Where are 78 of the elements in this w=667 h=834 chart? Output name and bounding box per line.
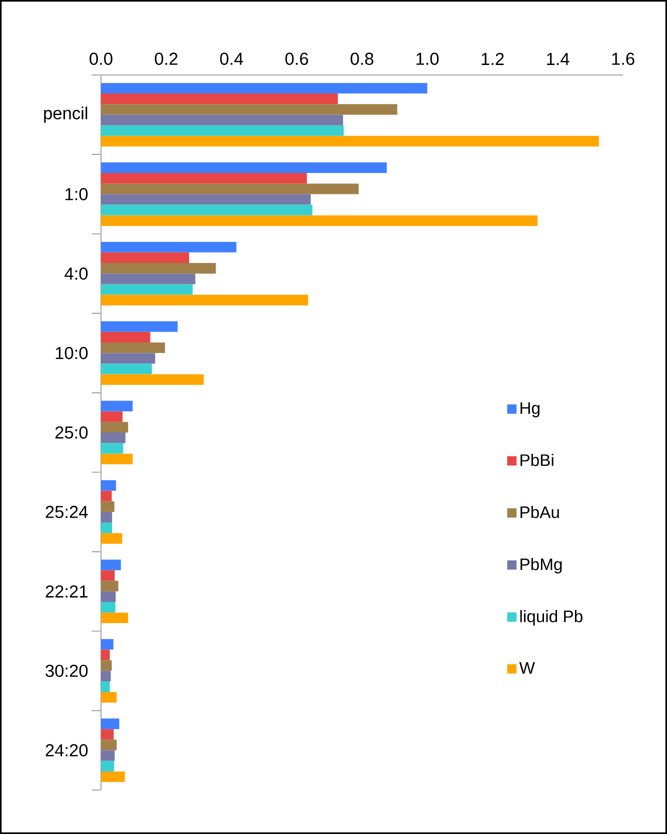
y-tick-label: 10:0 — [56, 346, 88, 360]
bar — [101, 353, 156, 364]
bar — [101, 639, 114, 650]
x-tick-label: 1.2 — [482, 52, 504, 65]
bar — [101, 194, 311, 205]
bar — [101, 364, 152, 374]
bar — [101, 522, 112, 534]
y-tick-label: 1:0 — [66, 188, 88, 200]
bar — [101, 512, 112, 523]
bar — [101, 172, 307, 184]
bar — [101, 432, 126, 444]
bar — [101, 501, 114, 512]
bar — [101, 162, 387, 173]
y-tick-label: 22:21 — [46, 585, 88, 598]
x-tick-label: 1.4 — [547, 53, 570, 65]
bar — [101, 342, 165, 354]
bar — [101, 692, 117, 703]
x-tick-label: 1.0 — [416, 52, 439, 65]
bar — [101, 104, 398, 115]
bar — [101, 443, 124, 454]
bar — [101, 184, 359, 194]
bar — [101, 454, 133, 464]
x-tick-label: 0.8 — [350, 52, 374, 65]
bar — [101, 374, 204, 385]
legend-label: PbMg — [520, 558, 562, 574]
bar — [101, 490, 112, 502]
legend-label: Hg — [520, 402, 540, 418]
bar — [101, 294, 308, 306]
y-tick-label: 24:20 — [46, 744, 88, 756]
bar — [101, 560, 121, 570]
x-tick-label: 0.6 — [285, 52, 308, 65]
bar — [101, 136, 599, 146]
bar — [101, 204, 312, 216]
y-tick-label: 4:0 — [64, 267, 88, 280]
bar — [101, 321, 178, 332]
bar — [101, 650, 110, 660]
y-tick-label: 30:20 — [46, 664, 88, 677]
bar — [101, 422, 128, 433]
bar — [101, 612, 128, 624]
legend-label: PbBi — [520, 454, 554, 466]
x-tick-label: 0.0 — [90, 52, 112, 65]
bar — [101, 570, 115, 581]
bar — [101, 125, 344, 136]
y-tick-label: 25:0 — [55, 426, 88, 439]
bar — [101, 263, 216, 274]
bar — [101, 284, 193, 295]
legend-label: liquid Pb — [520, 610, 582, 626]
bar — [101, 411, 123, 422]
bar — [101, 274, 196, 284]
bar — [101, 242, 236, 252]
bar — [101, 660, 112, 671]
bar — [101, 332, 150, 342]
bar — [101, 681, 110, 692]
legend-label: PbAu — [520, 506, 559, 518]
x-tick-label: 0.2 — [154, 52, 178, 65]
legend-label: W — [519, 662, 535, 674]
bar — [101, 750, 115, 761]
bar — [101, 771, 125, 782]
bar — [101, 215, 538, 226]
bar — [101, 82, 428, 94]
x-tick-label: 1.6 — [612, 52, 634, 65]
bar — [101, 252, 190, 264]
y-tick-label: 25:24 — [46, 506, 88, 518]
bar — [101, 760, 114, 772]
bar — [101, 94, 338, 104]
bar — [101, 740, 117, 750]
bar — [101, 729, 114, 740]
x-tick-label: 0.4 — [220, 52, 244, 65]
bar — [101, 580, 118, 592]
bar — [101, 400, 133, 412]
bar — [101, 718, 120, 730]
bar — [101, 591, 116, 602]
bar — [101, 670, 111, 682]
bar — [101, 480, 116, 491]
bar — [101, 114, 344, 126]
bar — [101, 602, 116, 613]
bar — [101, 533, 122, 544]
y-tick-label: pencil — [44, 106, 88, 123]
